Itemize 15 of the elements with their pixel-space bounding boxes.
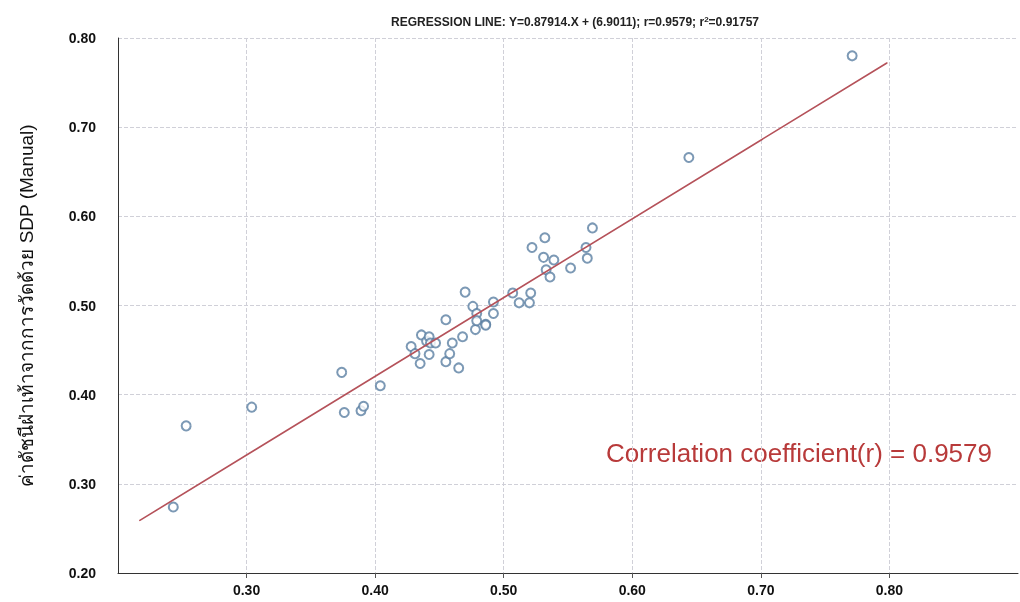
y-tick-label: 0.60: [68, 208, 97, 225]
x-tick-label: 0.50: [490, 582, 518, 598]
y-tick-label: 0.50: [68, 297, 97, 314]
x-tick-label: 0.40: [361, 582, 389, 598]
x-tick-label: 0.30: [232, 582, 261, 598]
x-tick-label: 0.70: [747, 582, 775, 598]
y-axis-title: ค่าดัชนีฝ่าเท้าจากการวัดด้วย SDP (Manual): [16, 124, 37, 487]
x-tick-label: 0.60: [618, 582, 647, 598]
y-tick-label: 0.80: [68, 30, 97, 46]
y-tick-label: 0.70: [68, 119, 97, 136]
x-tick-label: 0.80: [875, 582, 904, 598]
y-tick-label: 0.20: [68, 565, 97, 581]
annotation: Correlation coefficient(r) = 0.9579: [605, 438, 993, 468]
y-tick-label: 0.40: [68, 386, 97, 403]
y-tick-label: 0.30: [68, 475, 97, 492]
